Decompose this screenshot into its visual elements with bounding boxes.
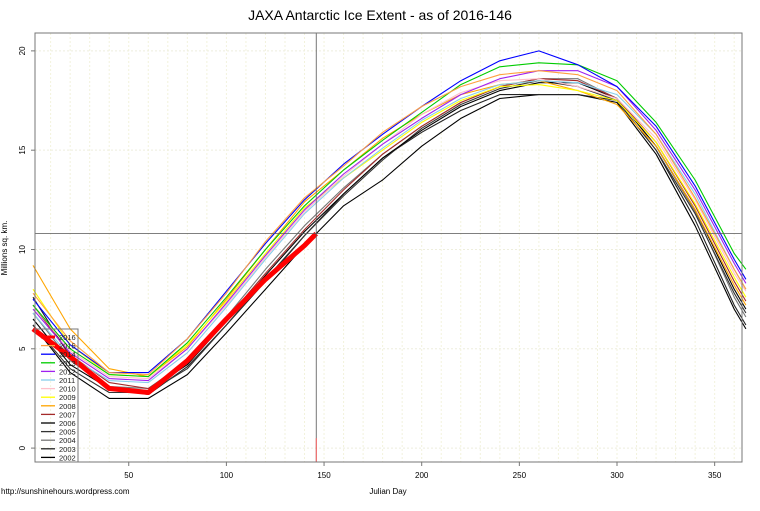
x-tick-label: 250 [513,471,527,480]
legend-label-2008: 2008 [59,402,76,411]
legend-label-2011: 2011 [59,376,75,385]
legend-label-2012: 2012 [59,367,76,376]
legend-label-2010: 2010 [59,385,76,394]
series-line-2014 [32,50,747,374]
series-line-2012 [32,70,747,382]
legend-box [34,328,79,463]
y-tick-label: 15 [18,145,27,154]
series-line-2013 [32,62,747,378]
y-tick-label: 10 [18,244,27,253]
legend-label-2009: 2009 [59,393,76,402]
legend-label-2007: 2007 [59,410,76,419]
legend-label-2015: 2015 [59,342,76,351]
series-line-2010 [32,78,747,380]
y-tick-label: 0 [18,445,27,450]
x-tick-label: 50 [124,471,133,480]
legend-label-2016: 2016 [59,333,76,342]
x-axis-label: Julian Day [369,487,406,496]
x-tick-label: 350 [708,471,722,480]
grid [35,33,742,462]
y-axis-label: Millions sq. km. [0,221,9,276]
chart-title: JAXA Antarctic Ice Extent - as of 2016-1… [248,7,512,23]
legend-label-2013: 2013 [59,359,76,368]
x-tick-label: 200 [415,471,429,480]
series-lines [31,50,747,399]
y-tick-label: 5 [18,346,27,351]
series-line-2016 [31,231,318,395]
legend-label-2004: 2004 [59,436,76,445]
x-tick-label: 100 [220,471,234,480]
legend: 2016201520142013201220112010200920082007… [34,328,79,463]
credit-url: http://sunshinehours.wordpress.com [1,487,130,496]
y-tick-label: 20 [18,46,27,55]
x-tick-label: 150 [317,471,331,480]
series-line-2015 [32,70,747,376]
series-line-2002 [32,94,747,399]
legend-label-2002: 2002 [59,453,76,462]
axes: 50 100 150 200 250 300 350 0 5 10 15 20 [18,32,743,480]
plot-frame [34,32,743,463]
x-tick-label: 300 [610,471,624,480]
legend-label-2003: 2003 [59,445,76,454]
legend-label-2006: 2006 [59,419,76,428]
legend-label-2014: 2014 [59,350,76,359]
legend-label-2005: 2005 [59,428,76,437]
